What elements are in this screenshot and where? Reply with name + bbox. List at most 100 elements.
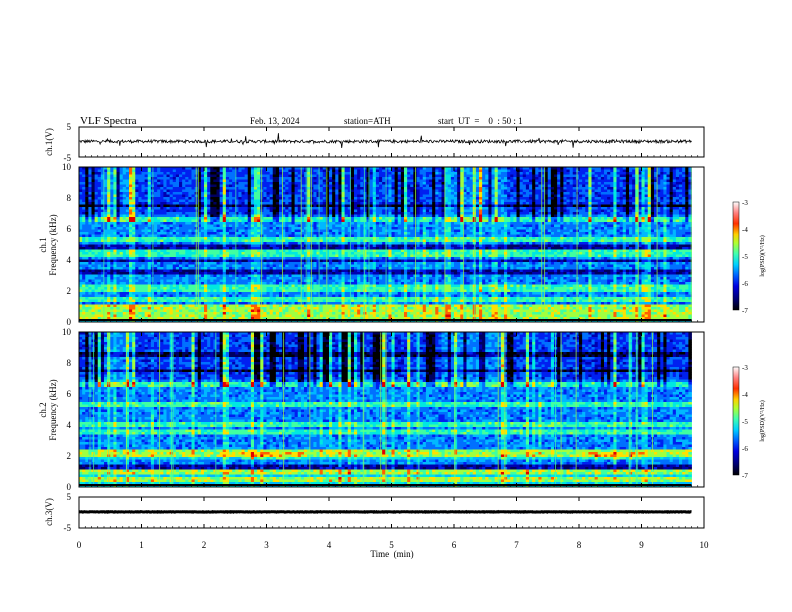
spectrogram-cell bbox=[341, 217, 346, 220]
spectrogram-cell bbox=[532, 184, 536, 188]
spectrogram-cell bbox=[257, 182, 261, 185]
spectrogram-cell bbox=[107, 177, 111, 180]
spectrogram-cell bbox=[535, 167, 539, 170]
spectrogram-cell bbox=[79, 167, 83, 170]
spectrogram-cell bbox=[688, 217, 692, 220]
spectrogram-cell bbox=[335, 199, 339, 203]
spectrogram-cell bbox=[325, 184, 330, 188]
spectrogram-cell bbox=[166, 217, 171, 220]
spectrogram-cell bbox=[416, 217, 421, 220]
spectrogram-cell bbox=[647, 212, 652, 215]
spectrogram-cell bbox=[654, 202, 658, 205]
spectrogram-cell bbox=[688, 172, 692, 175]
spectrogram-cell bbox=[394, 177, 399, 180]
spectrogram-cell bbox=[100, 169, 105, 173]
spectrogram-cell bbox=[607, 224, 611, 228]
spectrogram-cell bbox=[272, 227, 277, 230]
spectrogram-cell bbox=[682, 194, 686, 198]
spectrogram-cell bbox=[144, 229, 149, 233]
spectrogram-cell bbox=[272, 189, 277, 193]
spectrogram-cell bbox=[163, 199, 167, 203]
spectrogram-cell bbox=[91, 227, 96, 230]
spectrogram-cell bbox=[363, 207, 367, 210]
spectrogram-cell bbox=[169, 179, 174, 183]
spectrogram-cell bbox=[88, 222, 92, 225]
spectrogram-cell bbox=[222, 167, 227, 170]
spectrogram-cell bbox=[104, 184, 108, 188]
spectrogram-cell bbox=[410, 219, 414, 223]
spectrogram-cell bbox=[488, 184, 492, 188]
spectrogram-cell bbox=[588, 227, 592, 230]
spectrogram-cell bbox=[454, 222, 458, 225]
spectrogram-cell bbox=[338, 169, 342, 173]
spectrogram-cell bbox=[119, 207, 124, 210]
spectrogram-cell bbox=[266, 184, 271, 188]
spectrogram-cell bbox=[332, 219, 336, 223]
spectrogram-cell bbox=[438, 172, 442, 175]
spectrogram-cell bbox=[429, 212, 433, 215]
spectrogram-cell bbox=[132, 179, 136, 183]
spectrogram-cell bbox=[685, 174, 689, 178]
spectrogram-cell bbox=[400, 172, 405, 175]
spectrogram-cell bbox=[135, 212, 139, 215]
spectrogram-cell bbox=[554, 194, 558, 198]
spectrogram-cell bbox=[582, 192, 586, 195]
spectrogram-cell bbox=[160, 179, 164, 183]
spectrogram-cell bbox=[88, 179, 92, 183]
spectrogram-cell bbox=[569, 167, 574, 170]
spectrogram-cell bbox=[538, 169, 542, 173]
spectrogram-cell bbox=[294, 212, 299, 215]
spectrogram-cell bbox=[685, 177, 689, 180]
spectrogram-cell bbox=[485, 217, 489, 220]
spectrogram-cell bbox=[619, 192, 624, 195]
spectrogram-cell bbox=[382, 174, 386, 178]
spectrogram-cell bbox=[625, 219, 630, 223]
spectrogram-cell bbox=[116, 222, 121, 225]
spectrogram-cell bbox=[219, 177, 224, 180]
spectrogram-cell bbox=[575, 212, 580, 215]
spectrogram-cell bbox=[160, 227, 164, 230]
spectrogram-cell bbox=[125, 184, 130, 188]
spectrogram-cell bbox=[379, 222, 383, 225]
spectrogram-cell bbox=[216, 197, 221, 200]
spectrogram-cell bbox=[379, 169, 383, 173]
spectrogram-cell bbox=[244, 167, 249, 170]
spectrogram-cell bbox=[297, 209, 302, 213]
spectrogram-cell bbox=[397, 207, 402, 210]
spectrogram-cell bbox=[307, 204, 311, 208]
spectrogram-cell bbox=[147, 172, 152, 175]
spectrogram-cell bbox=[613, 189, 617, 193]
spectrogram-cell bbox=[135, 204, 139, 208]
spectrogram-cell bbox=[354, 212, 358, 215]
spectrogram-cell bbox=[622, 222, 627, 225]
spectrogram-cell bbox=[660, 217, 664, 220]
spectrogram-cell bbox=[538, 222, 542, 225]
spectrogram-cell bbox=[635, 197, 639, 200]
spectrogram-cell bbox=[144, 184, 149, 188]
spectrogram-cell bbox=[88, 224, 92, 228]
spectrogram-cell bbox=[347, 187, 352, 190]
spectrogram-cell bbox=[616, 227, 621, 230]
spectrogram-cell bbox=[519, 169, 524, 173]
spectrogram-cell bbox=[125, 222, 130, 225]
spectrogram-cell bbox=[300, 209, 305, 213]
spectrogram-cell bbox=[185, 209, 189, 213]
spectrogram-cell bbox=[407, 224, 411, 228]
spectrogram-cell bbox=[94, 199, 99, 203]
spectrogram-cell bbox=[682, 172, 686, 175]
spectrogram-cell bbox=[241, 204, 246, 208]
spectrogram-cell bbox=[257, 197, 261, 200]
spectrogram-cell bbox=[600, 204, 605, 208]
spectrogram-cell bbox=[604, 174, 608, 178]
spectrogram-cell bbox=[172, 169, 177, 173]
spectrogram-cell bbox=[541, 189, 546, 193]
spectrogram-cell bbox=[566, 174, 571, 178]
spectrogram-cell bbox=[638, 224, 642, 228]
spectrogram-cell bbox=[372, 224, 377, 228]
spectrogram-cell bbox=[316, 222, 321, 225]
spectrogram-cell bbox=[654, 209, 658, 213]
spectrogram-cell bbox=[250, 202, 255, 205]
spectrogram-cell bbox=[222, 212, 227, 215]
spectrogram-cell bbox=[188, 224, 192, 228]
spectrogram-cell bbox=[613, 209, 617, 213]
